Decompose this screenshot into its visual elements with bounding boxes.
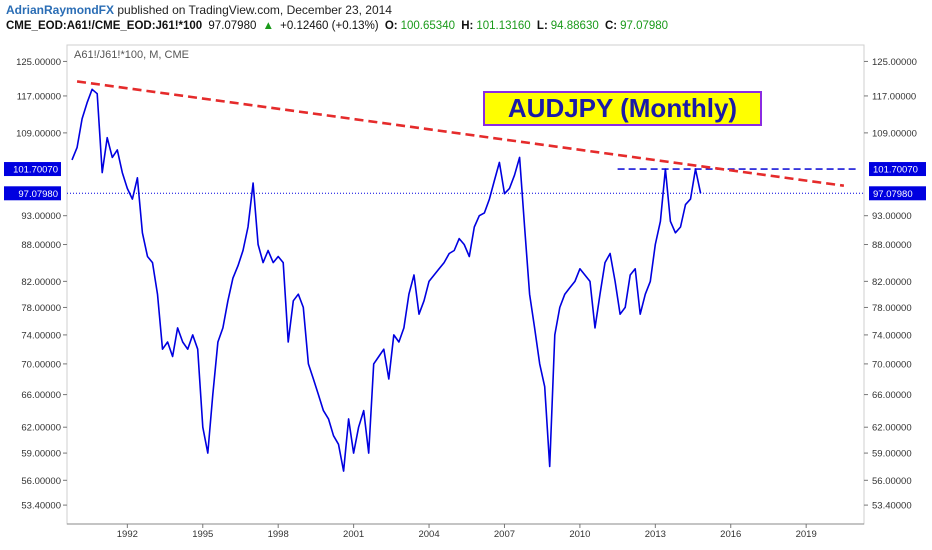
low-label: L: <box>536 20 548 32</box>
x-tick-label: 2010 <box>569 529 590 540</box>
author-link[interactable]: AdrianRaymondFX <box>6 3 115 17</box>
change-value: +0.12460 (+0.13%) <box>280 20 379 32</box>
price-series-line <box>71 88 702 472</box>
y-tick-label-right: 101.70070 <box>873 165 918 176</box>
x-tick-label: 2001 <box>343 529 364 540</box>
y-tick-label-left: 109.00000 <box>16 128 61 139</box>
price-badge-right <box>869 186 926 201</box>
x-tick-label: 2007 <box>494 529 515 540</box>
y-tick-label-left: 70.00000 <box>21 359 61 370</box>
y-tick-label-right: 59.00000 <box>872 449 912 460</box>
trendline <box>76 80 845 188</box>
published-text: published on TradingView.com, December 2… <box>117 3 392 17</box>
y-tick-label-left: 59.00000 <box>21 449 61 460</box>
y-tick-label-right: 88.00000 <box>872 240 912 251</box>
chart-annotation-title: AUDJPY (Monthly) <box>483 91 762 126</box>
open-label: O: <box>384 20 398 32</box>
y-tick-label-right: 74.00000 <box>872 330 912 341</box>
y-tick-label-right: 53.40000 <box>872 501 912 512</box>
x-tick-label: 1998 <box>268 529 289 540</box>
y-tick-label-right: 62.00000 <box>872 423 912 434</box>
y-tick-label-left: 53.40000 <box>21 501 61 512</box>
ohlc-bar: CME_EOD:A61!/CME_EOD:J61!*100 97.07980 ▲… <box>6 20 671 32</box>
y-tick-label-left: 88.00000 <box>21 240 61 251</box>
y-tick-label-left: 125.00000 <box>16 57 61 68</box>
x-tick-label: 2019 <box>796 529 817 540</box>
close-value: 97.07980 <box>620 20 669 32</box>
y-tick-label-left: 78.00000 <box>21 303 61 314</box>
x-tick-label: 1995 <box>192 529 213 540</box>
y-tick-label-right: 93.00000 <box>872 211 912 222</box>
low-value: 94.88630 <box>550 20 599 32</box>
y-tick-label-right: 66.00000 <box>872 390 912 401</box>
y-tick-label-right: 78.00000 <box>872 303 912 314</box>
price-badge-left <box>4 162 61 177</box>
y-tick-label-left: 56.00000 <box>21 476 61 487</box>
publish-info: AdrianRaymondFX published on TradingView… <box>6 3 392 17</box>
y-tick-label-right: 56.00000 <box>872 476 912 487</box>
x-tick-label: 2004 <box>418 529 439 540</box>
x-tick-label: 2016 <box>720 529 741 540</box>
x-tick-label: 2013 <box>645 529 666 540</box>
high-label: H: <box>461 20 474 32</box>
y-tick-label-right: 117.00000 <box>872 91 916 102</box>
y-tick-label-left: 93.00000 <box>21 211 61 222</box>
symbol-label: CME_EOD:A61!/CME_EOD:J61!*100 <box>6 20 203 32</box>
high-value: 101.13160 <box>476 20 531 32</box>
y-tick-label-left: 97.07980 <box>18 189 58 200</box>
y-tick-label-right: 82.00000 <box>872 277 912 288</box>
y-tick-label-left: 66.00000 <box>21 390 61 401</box>
close-label: C: <box>604 20 618 32</box>
chart-subtitle: A61!/J61!*100, M, CME <box>74 49 189 61</box>
y-tick-label-right: 125.00000 <box>872 57 917 68</box>
last-price: 97.07980 <box>208 20 257 32</box>
y-tick-label-right: 70.00000 <box>872 359 912 370</box>
price-badge-left <box>4 186 61 201</box>
y-tick-label-left: 74.00000 <box>21 330 61 341</box>
y-tick-label-right: 109.00000 <box>872 128 917 139</box>
y-tick-label-left: 62.00000 <box>21 423 61 434</box>
y-tick-label-right: 97.07980 <box>873 189 913 200</box>
y-tick-label-left: 82.00000 <box>21 277 61 288</box>
y-tick-label-left: 101.70070 <box>13 165 58 176</box>
open-value: 100.65340 <box>400 20 455 32</box>
price-badge-right <box>869 162 926 177</box>
x-tick-label: 1992 <box>117 529 138 540</box>
y-tick-label-left: 117.00000 <box>17 91 61 102</box>
triangle-up-icon: ▲ <box>262 20 274 32</box>
